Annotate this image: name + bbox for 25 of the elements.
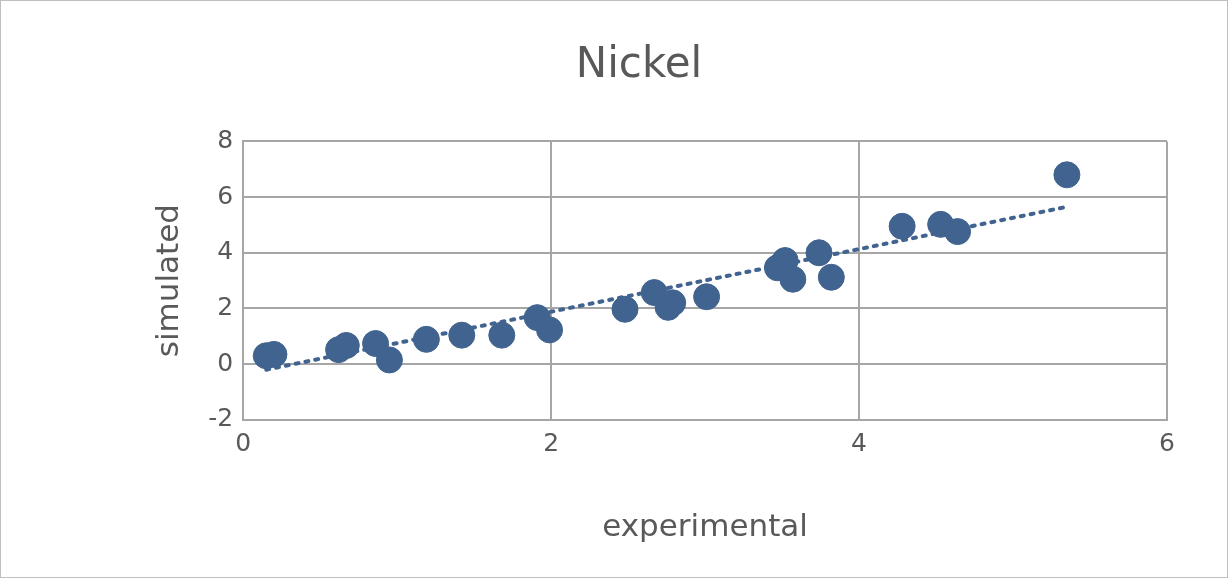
y-tick-label: -2 bbox=[208, 403, 234, 433]
x-tick-label: 6 bbox=[1159, 428, 1175, 458]
point bbox=[944, 218, 972, 246]
point bbox=[412, 325, 440, 353]
point bbox=[693, 283, 721, 311]
point bbox=[611, 295, 639, 323]
x-axis-title: experimental bbox=[602, 507, 808, 544]
chart-title: Nickel bbox=[575, 38, 703, 88]
point bbox=[488, 321, 516, 349]
point bbox=[805, 239, 833, 267]
x-tick-label: 4 bbox=[851, 428, 867, 458]
y-tick-label: 4 bbox=[217, 236, 234, 266]
point bbox=[888, 212, 916, 240]
point bbox=[375, 346, 403, 374]
x-tick-label: 2 bbox=[543, 428, 560, 458]
point bbox=[1053, 161, 1081, 189]
point bbox=[536, 316, 564, 344]
point bbox=[779, 265, 807, 293]
y-tick-label: 6 bbox=[217, 180, 234, 210]
y-tick-label: 8 bbox=[217, 124, 234, 154]
point bbox=[817, 263, 845, 291]
y-tick-label: 2 bbox=[217, 291, 234, 321]
y-axis-title: simulated bbox=[148, 204, 185, 358]
y-tick-label: 0 bbox=[217, 347, 234, 377]
point bbox=[448, 321, 476, 349]
